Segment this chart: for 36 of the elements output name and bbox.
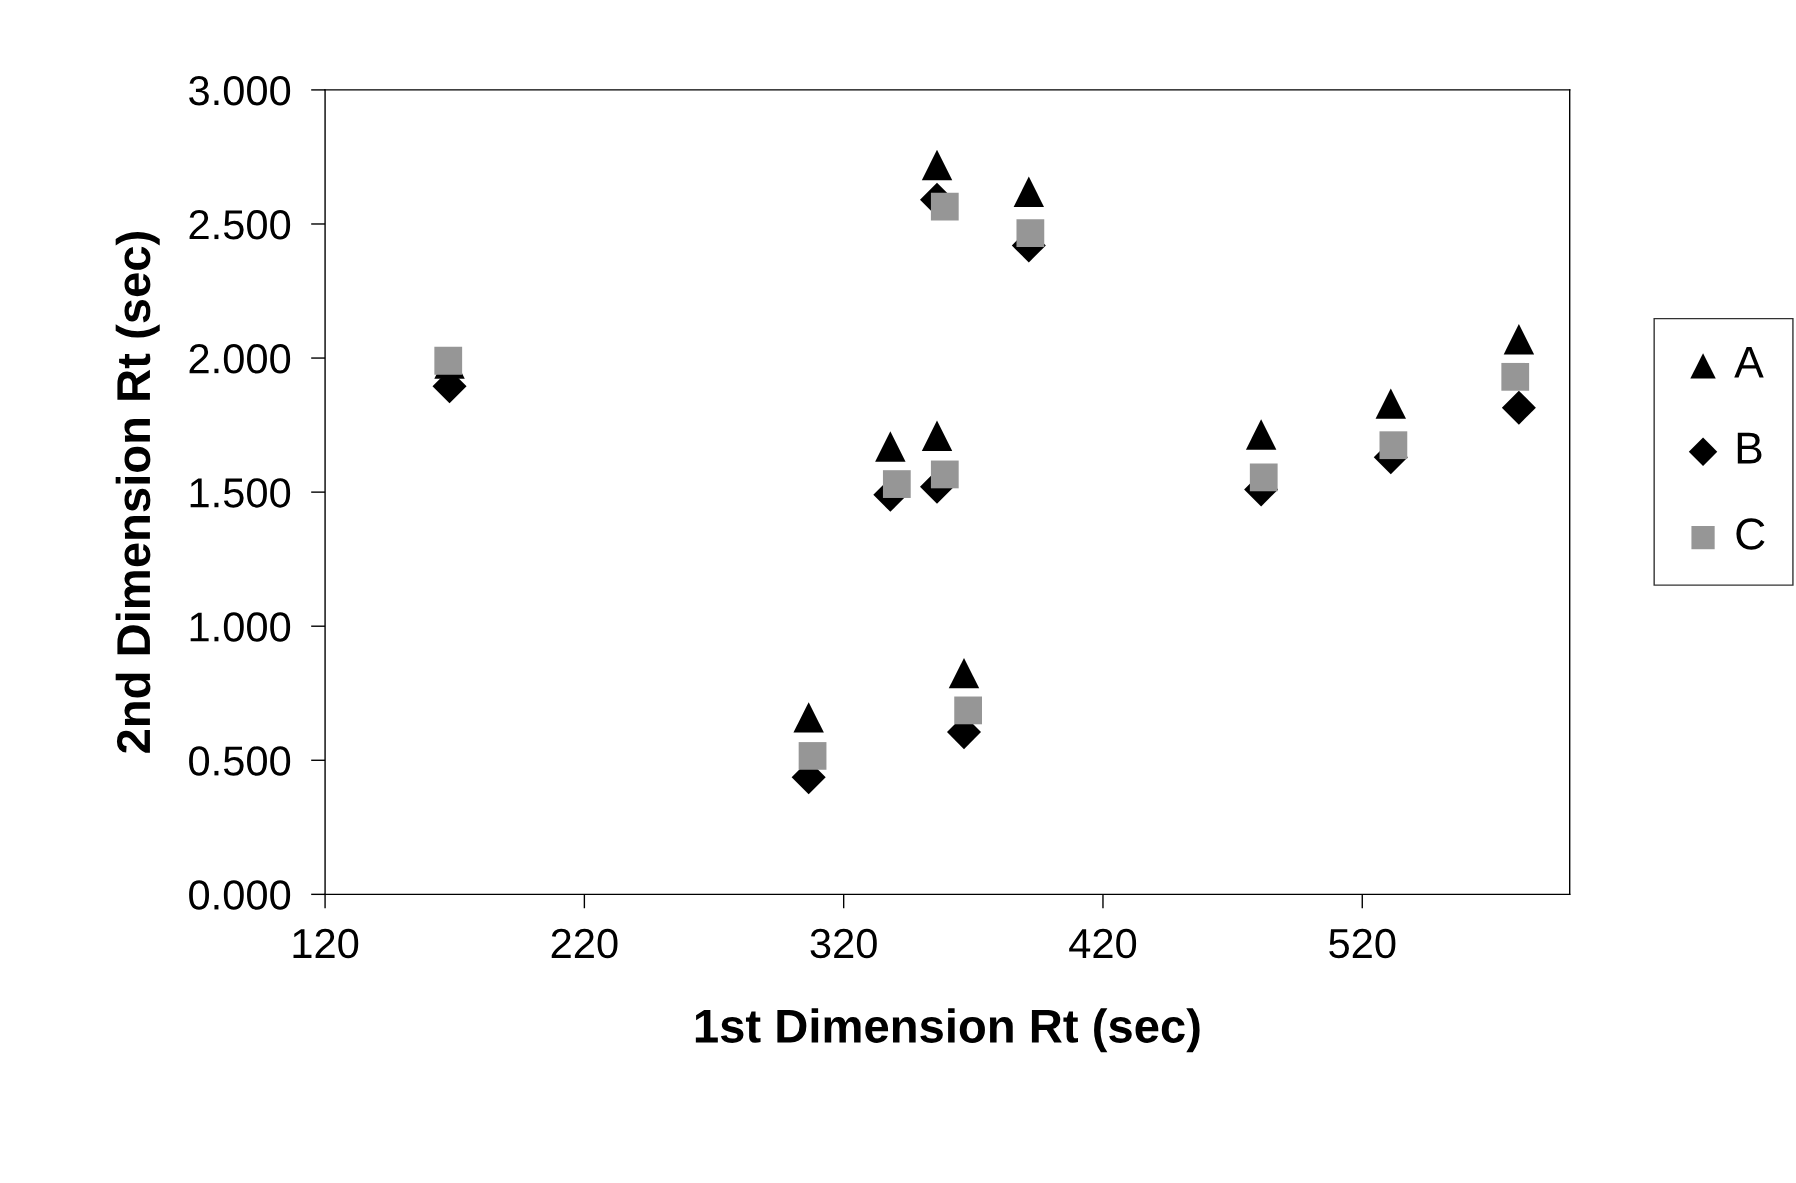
point <box>948 657 980 689</box>
point <box>930 460 959 489</box>
legend-label: B <box>1737 432 1762 464</box>
x-tick-label: 420 <box>1069 928 1137 959</box>
point <box>875 431 906 462</box>
point <box>798 742 827 770</box>
legend-label: C <box>1736 518 1765 550</box>
y-tick-label: 0.500 <box>189 746 291 776</box>
legend-label: A <box>1734 346 1764 378</box>
x-tick-label: 120 <box>293 928 359 959</box>
y-tick-label: 1.000 <box>190 612 291 642</box>
point <box>954 696 983 725</box>
point <box>921 420 953 452</box>
point <box>1503 324 1535 355</box>
point <box>1375 388 1406 419</box>
x-tick-label: 220 <box>551 928 618 959</box>
point <box>1501 390 1536 425</box>
point <box>882 470 911 498</box>
point <box>1379 431 1408 460</box>
y-axis-title: 2nd Dimension Rt (sec) <box>115 232 160 753</box>
x-tick-label: 520 <box>1329 928 1396 959</box>
point <box>1013 176 1045 208</box>
y-tick-label: 2.000 <box>189 344 291 374</box>
x-tick-label: 320 <box>810 928 877 959</box>
point <box>930 192 959 221</box>
point <box>1501 362 1530 391</box>
y-tick-label: 2.500 <box>189 209 291 240</box>
point <box>1249 463 1278 492</box>
x-axis-title: 1st Dimension Rt (sec) <box>695 1008 1200 1053</box>
point <box>1245 419 1277 450</box>
y-tick-label: 3.000 <box>189 75 291 106</box>
point <box>1016 219 1045 247</box>
y-tick-label: 1.500 <box>190 478 291 508</box>
point <box>793 702 824 733</box>
y-tick-label: 0.000 <box>189 880 291 910</box>
point <box>921 149 953 181</box>
